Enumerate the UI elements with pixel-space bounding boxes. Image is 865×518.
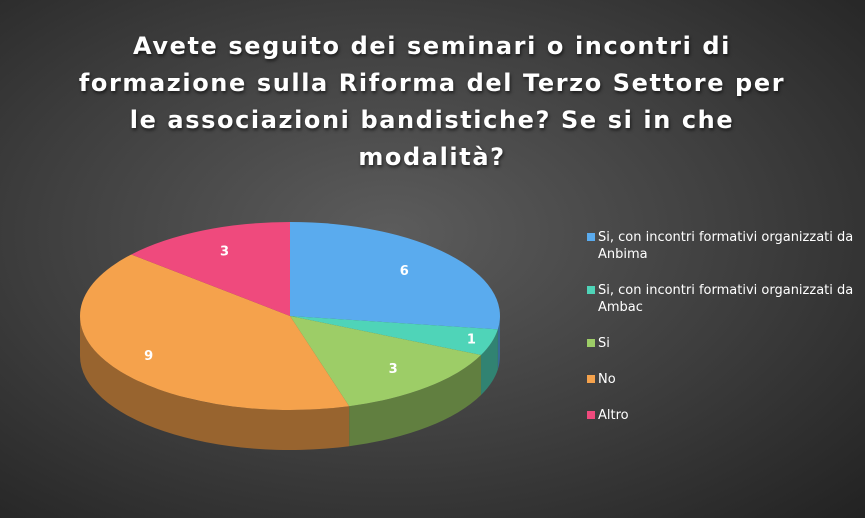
legend-item: No (587, 371, 862, 388)
legend-swatch (587, 233, 595, 241)
slice (290, 222, 500, 330)
slice-side (80, 316, 350, 451)
data-label: 1 (467, 332, 476, 347)
legend-item: Si, con incontri formativi organizzati d… (587, 229, 862, 263)
slice-side (481, 329, 498, 396)
chart-title: Avete seguito dei seminari o incontri di… (78, 32, 786, 171)
slice (290, 316, 482, 407)
slice-side (497, 316, 500, 370)
slice (290, 316, 498, 356)
data-label: 3 (220, 244, 229, 259)
slice (79, 254, 350, 410)
slice-side (349, 355, 482, 447)
data-label: 3 (389, 362, 398, 377)
data-label: 6 (400, 264, 409, 279)
legend-label: No (598, 372, 616, 387)
slice (131, 222, 290, 316)
legend-swatch (587, 375, 595, 383)
legend-swatch (587, 411, 595, 419)
legend-label: Si, con incontri formativi organizzati d… (598, 283, 854, 315)
data-label: 9 (144, 349, 153, 364)
legend-swatch (587, 286, 595, 294)
legend-label: Si, con incontri formativi organizzati d… (598, 230, 854, 262)
legend-item: Si, con incontri formativi organizzati d… (587, 282, 862, 316)
legend-label: Altro (598, 408, 629, 423)
legend: Si, con incontri formativi organizzati d… (587, 229, 862, 424)
legend-swatch (587, 339, 595, 347)
legend-item: Altro (587, 407, 862, 424)
legend-label: Si (598, 336, 610, 351)
legend-item: Si (587, 335, 862, 352)
